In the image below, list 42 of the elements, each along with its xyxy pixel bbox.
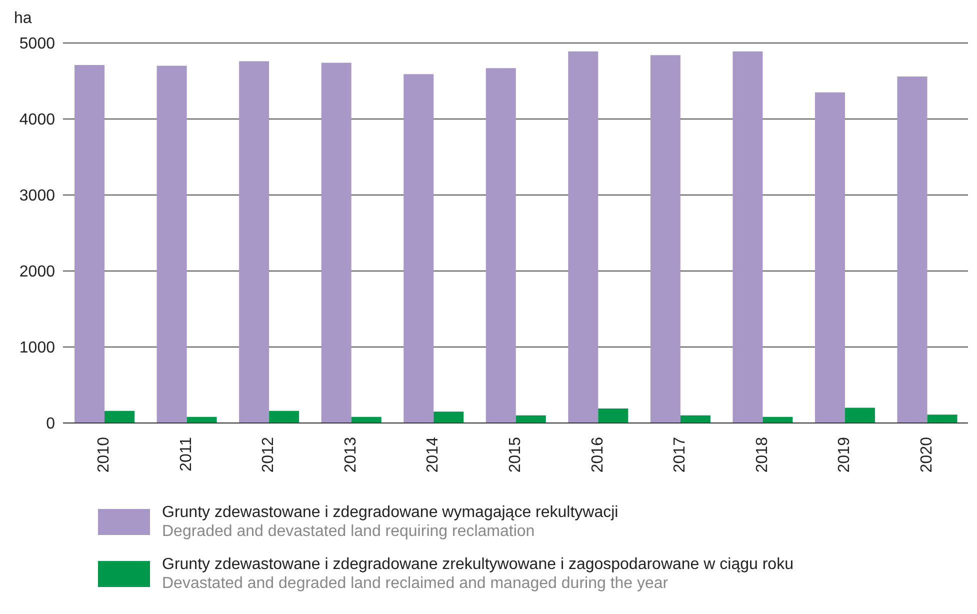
y-tick-label: 3000 bbox=[19, 188, 56, 205]
bar bbox=[897, 76, 928, 423]
x-tick-label: 2015 bbox=[507, 436, 524, 473]
bar bbox=[762, 416, 793, 423]
bar bbox=[814, 92, 845, 423]
bar bbox=[680, 415, 710, 423]
bar bbox=[351, 416, 382, 423]
bar bbox=[844, 408, 875, 423]
legend-label: Grunty zdewastowane i zdegradowane wymagające rekultywacji Degraded and devastated land requiring reclamation bbox=[162, 503, 618, 541]
bar bbox=[732, 51, 763, 423]
bar bbox=[568, 51, 598, 423]
bar bbox=[104, 410, 135, 423]
y-tick-label: 5000 bbox=[19, 36, 56, 53]
y-tick-label: 0 bbox=[46, 416, 56, 433]
x-tick-label: 2013 bbox=[342, 436, 360, 473]
bar bbox=[186, 416, 217, 423]
bar bbox=[434, 412, 464, 423]
bar bbox=[156, 66, 187, 423]
bar bbox=[404, 74, 434, 423]
bar bbox=[650, 55, 680, 423]
bar bbox=[321, 62, 352, 423]
legend-label: Grunty zdewastowane i zdegradowane zrekultywowane i zagospodarowane w ciągu roku Devastated and degraded land reclaimed and managed during the year bbox=[162, 555, 794, 593]
x-tick-label: 2010 bbox=[96, 436, 113, 473]
x-tick-label: 2016 bbox=[589, 436, 606, 473]
x-tick-label: 2011 bbox=[178, 436, 195, 472]
bar bbox=[598, 408, 628, 423]
bar bbox=[239, 61, 270, 423]
x-tick-label: 2020 bbox=[918, 436, 936, 473]
x-tick-label: 2012 bbox=[260, 436, 278, 473]
y-tick-label: 2000 bbox=[19, 264, 56, 281]
bar bbox=[486, 68, 516, 423]
bar bbox=[74, 65, 105, 423]
x-tick-label: 2019 bbox=[836, 436, 854, 473]
x-tick-label: 2014 bbox=[424, 436, 442, 473]
bar bbox=[269, 410, 300, 423]
y-tick-label: 4000 bbox=[19, 112, 56, 129]
y-tick-label: 1000 bbox=[19, 340, 56, 357]
bar bbox=[927, 414, 958, 423]
y-axis-title: ha bbox=[14, 10, 32, 28]
x-tick-label: 2018 bbox=[754, 436, 771, 473]
x-tick-label: 2017 bbox=[672, 436, 689, 473]
bar bbox=[516, 415, 546, 423]
